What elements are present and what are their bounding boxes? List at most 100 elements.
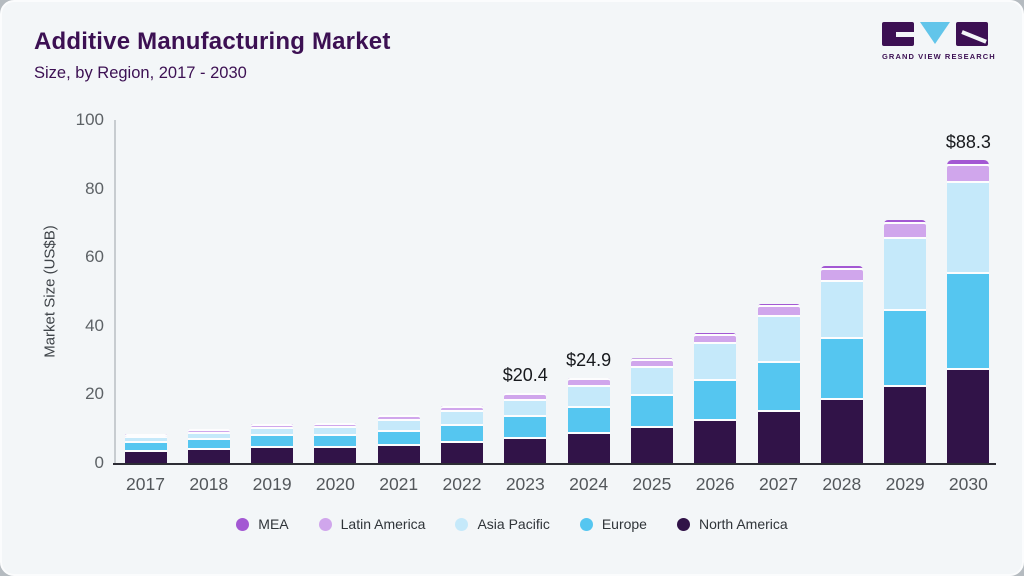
bar-segment-north-america[interactable]: [947, 370, 990, 463]
bar-segment-mea[interactable]: [377, 415, 420, 418]
bar-segment-latin-america[interactable]: [820, 269, 863, 282]
bar-segment-mea[interactable]: [187, 429, 230, 432]
bar-segment-asia-pacific[interactable]: [377, 421, 420, 432]
legend-item-asia-pacific[interactable]: Asia Pacific: [455, 516, 550, 532]
bar-segment-asia-pacific[interactable]: [504, 400, 547, 418]
bar-segment-mea[interactable]: [694, 333, 737, 336]
x-tick-label-2024: 2024: [569, 474, 609, 494]
bar-segment-latin-america[interactable]: [947, 165, 990, 184]
bar-segment-asia-pacific[interactable]: [567, 386, 610, 409]
bar-2020[interactable]: [314, 422, 357, 463]
bar-segment-north-america[interactable]: [251, 447, 294, 463]
bar-segment-mea[interactable]: [884, 219, 927, 225]
bar-2022[interactable]: [441, 405, 483, 463]
plot-area: 0 20 40 60 80 100 $20.4 $24.9 $88.3: [76, 111, 996, 472]
bar-segment-asia-pacific[interactable]: [314, 428, 357, 437]
bar-2029[interactable]: [884, 219, 927, 463]
legend-label: MEA: [258, 516, 289, 532]
bar-segment-north-america[interactable]: [630, 428, 673, 463]
bar-segment-asia-pacific[interactable]: [441, 412, 483, 426]
bar-segment-latin-america[interactable]: [567, 380, 610, 387]
bar-value-label: $24.9: [566, 349, 612, 370]
bar-segment-europe[interactable]: [694, 380, 737, 421]
bar-segment-latin-america[interactable]: [124, 435, 167, 438]
bar-segment-asia-pacific[interactable]: [124, 437, 167, 444]
bar-segment-europe[interactable]: [630, 396, 673, 429]
legend-swatch-icon: [318, 517, 332, 531]
bar-segment-asia-pacific[interactable]: [630, 368, 673, 397]
legend-item-north-america[interactable]: North America: [676, 516, 788, 532]
x-tick-label-2028: 2028: [822, 474, 862, 494]
bar-segment-mea[interactable]: [820, 265, 863, 270]
legend-item-europe[interactable]: Europe: [579, 516, 647, 532]
bar-segment-asia-pacific[interactable]: [820, 281, 863, 339]
bar-segment-north-america[interactable]: [187, 450, 230, 463]
bar-segment-north-america[interactable]: [377, 445, 420, 463]
bar-segment-asia-pacific[interactable]: [947, 183, 990, 275]
bar-2027[interactable]: [757, 303, 800, 463]
bar-segment-latin-america[interactable]: [630, 360, 673, 368]
bar-2030[interactable]: [947, 160, 990, 463]
bar-segment-north-america[interactable]: [124, 451, 167, 463]
bar-segment-europe[interactable]: [124, 443, 167, 452]
bar-2024[interactable]: [567, 377, 610, 463]
bar-segment-latin-america[interactable]: [441, 407, 483, 413]
x-tick-label-2019: 2019: [252, 474, 292, 494]
bar-segment-europe[interactable]: [251, 436, 294, 448]
bar-segment-mea[interactable]: [630, 358, 673, 361]
bar-segment-mea[interactable]: [757, 303, 800, 308]
bar-segment-asia-pacific[interactable]: [884, 238, 927, 311]
bar-segment-mea[interactable]: [314, 422, 357, 425]
bar-segment-europe[interactable]: [441, 425, 483, 443]
bar-2017[interactable]: [124, 433, 167, 463]
bar-segment-latin-america[interactable]: [694, 335, 737, 345]
bar-segment-north-america[interactable]: [504, 438, 547, 463]
bar-segment-latin-america[interactable]: [187, 431, 230, 435]
bar-segment-asia-pacific[interactable]: [187, 434, 230, 441]
bar-segment-latin-america[interactable]: [504, 395, 547, 401]
bar-2018[interactable]: [187, 429, 230, 463]
bar-2025[interactable]: [630, 358, 673, 463]
bar-2026[interactable]: [694, 333, 737, 463]
bar-segment-europe[interactable]: [757, 362, 800, 412]
bar-segment-mea[interactable]: [124, 433, 167, 436]
bar-segment-latin-america[interactable]: [314, 424, 357, 429]
legend-item-latin-america[interactable]: Latin America: [318, 516, 425, 532]
bar-segment-asia-pacific[interactable]: [251, 428, 294, 437]
bar-segment-europe[interactable]: [820, 338, 863, 400]
bar-segment-latin-america[interactable]: [377, 417, 420, 422]
y-axis-title: Market Size (US$B): [41, 225, 59, 358]
legend-item-mea[interactable]: MEA: [236, 516, 289, 532]
bar-segment-europe[interactable]: [377, 431, 420, 446]
bar-segment-europe[interactable]: [947, 274, 990, 371]
bar-2023[interactable]: [504, 393, 547, 463]
bar-segment-mea[interactable]: [947, 160, 990, 166]
page-subtitle: Size, by Region, 2017 - 2030: [34, 64, 247, 82]
bar-segment-mea[interactable]: [251, 423, 294, 426]
bar-segment-north-america[interactable]: [884, 386, 927, 463]
bar-segment-north-america[interactable]: [441, 442, 483, 463]
x-tick-label-2026: 2026: [695, 474, 735, 494]
bar-2021[interactable]: [377, 415, 420, 463]
bar-2019[interactable]: [251, 423, 294, 463]
bar-segment-europe[interactable]: [567, 408, 610, 435]
bar-segment-north-america[interactable]: [820, 399, 863, 463]
bar-segment-europe[interactable]: [504, 417, 547, 439]
bar-segment-north-america[interactable]: [757, 411, 800, 463]
bar-segment-latin-america[interactable]: [884, 224, 927, 239]
bar-segment-north-america[interactable]: [694, 420, 737, 463]
bar-segment-mea[interactable]: [504, 393, 547, 396]
bar-segment-mea[interactable]: [441, 405, 483, 408]
bar-segment-north-america[interactable]: [314, 448, 357, 463]
bar-segment-europe[interactable]: [314, 436, 357, 449]
gvr-logo-icon: [882, 22, 988, 48]
bar-segment-mea[interactable]: [567, 377, 610, 381]
bar-segment-latin-america[interactable]: [757, 307, 800, 318]
bar-segment-europe[interactable]: [187, 440, 230, 451]
bar-segment-north-america[interactable]: [567, 434, 610, 463]
bar-2028[interactable]: [820, 265, 863, 463]
bar-segment-asia-pacific[interactable]: [757, 317, 800, 363]
bar-segment-asia-pacific[interactable]: [694, 344, 737, 381]
bar-segment-europe[interactable]: [884, 310, 927, 387]
bar-segment-latin-america[interactable]: [251, 425, 294, 429]
